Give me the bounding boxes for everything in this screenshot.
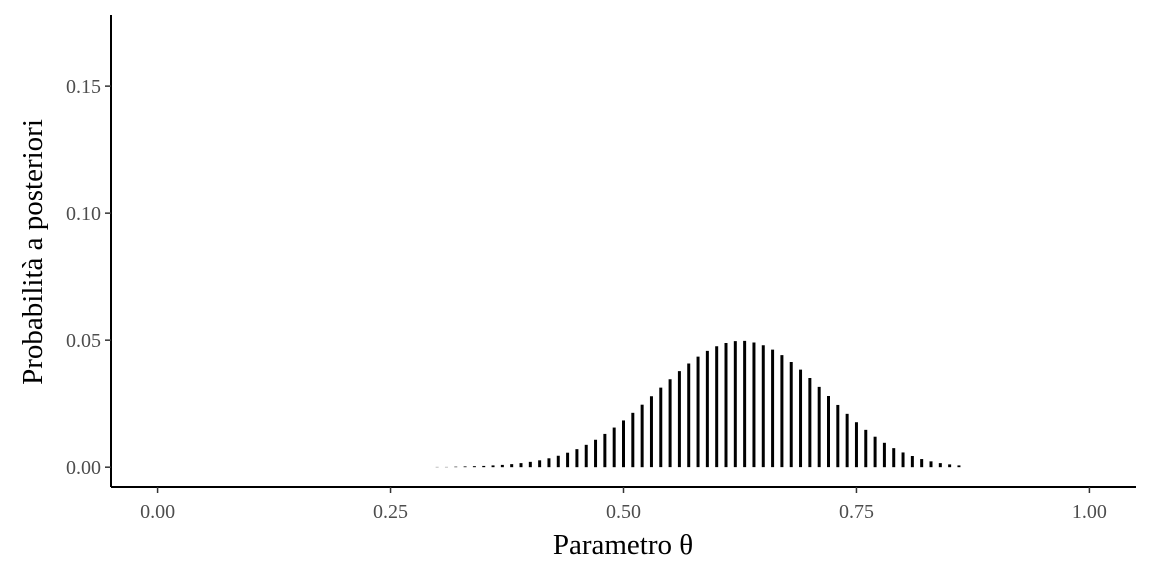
y-tick-label: 0.10 (66, 203, 101, 225)
y-tick-label: 0.05 (66, 330, 101, 352)
x-tick-label: 0.00 (140, 501, 175, 523)
x-tick-label: 0.25 (373, 501, 408, 523)
y-tick-label: 0.15 (66, 76, 101, 98)
bars-group (435, 340, 961, 468)
y-tick-label: 0.00 (66, 457, 101, 479)
x-tick-label: 0.75 (839, 501, 874, 523)
x-tick-label: 1.00 (1072, 501, 1107, 523)
x-axis-ticks: 0.00 0.25 0.50 0.75 1.00 (140, 487, 1107, 523)
x-tick-label: 0.50 (606, 501, 641, 523)
y-axis-ticks: 0.00 0.05 0.10 0.15 (66, 76, 111, 479)
x-axis-title: Parametro θ (553, 529, 693, 561)
y-axis-title: Probabilità a posteriori (17, 119, 49, 385)
